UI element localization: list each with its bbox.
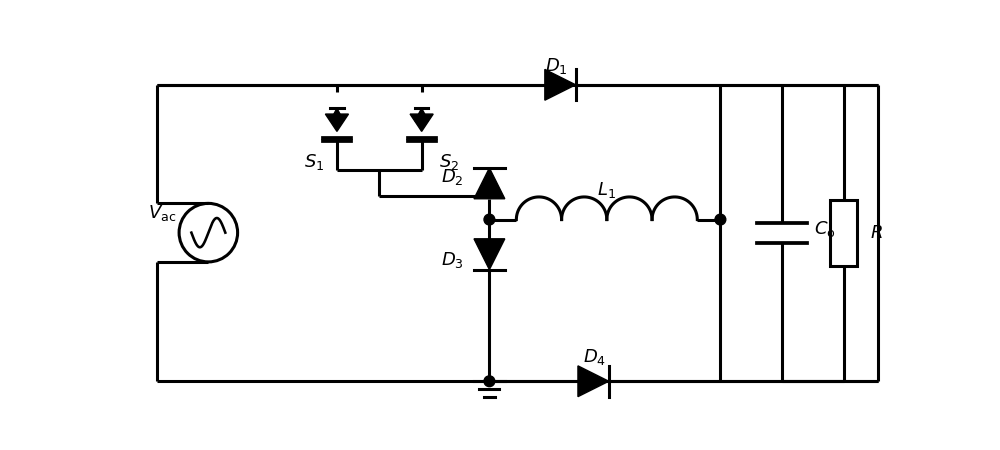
Text: $V_{\mathrm{ac}}$: $V_{\mathrm{ac}}$	[148, 203, 176, 223]
Polygon shape	[415, 108, 428, 121]
Text: $R$: $R$	[870, 224, 882, 242]
Polygon shape	[325, 114, 348, 131]
Text: $S_1$: $S_1$	[304, 152, 324, 172]
Circle shape	[484, 376, 495, 387]
Polygon shape	[474, 239, 505, 270]
Text: $D_3$: $D_3$	[441, 250, 464, 270]
Bar	[830, 200, 857, 266]
Circle shape	[715, 214, 726, 225]
Polygon shape	[410, 114, 433, 131]
Text: $D_2$: $D_2$	[441, 167, 464, 187]
Text: $D_1$: $D_1$	[545, 55, 568, 76]
Circle shape	[484, 214, 495, 225]
Text: $S_2$: $S_2$	[439, 152, 459, 172]
Text: $L_1$: $L_1$	[597, 180, 616, 200]
Polygon shape	[474, 168, 505, 199]
Text: $C_{\mathrm{o}}$: $C_{\mathrm{o}}$	[814, 219, 835, 239]
Polygon shape	[545, 69, 576, 100]
Text: $D_4$: $D_4$	[583, 346, 606, 367]
Polygon shape	[578, 366, 609, 396]
Polygon shape	[330, 108, 344, 121]
